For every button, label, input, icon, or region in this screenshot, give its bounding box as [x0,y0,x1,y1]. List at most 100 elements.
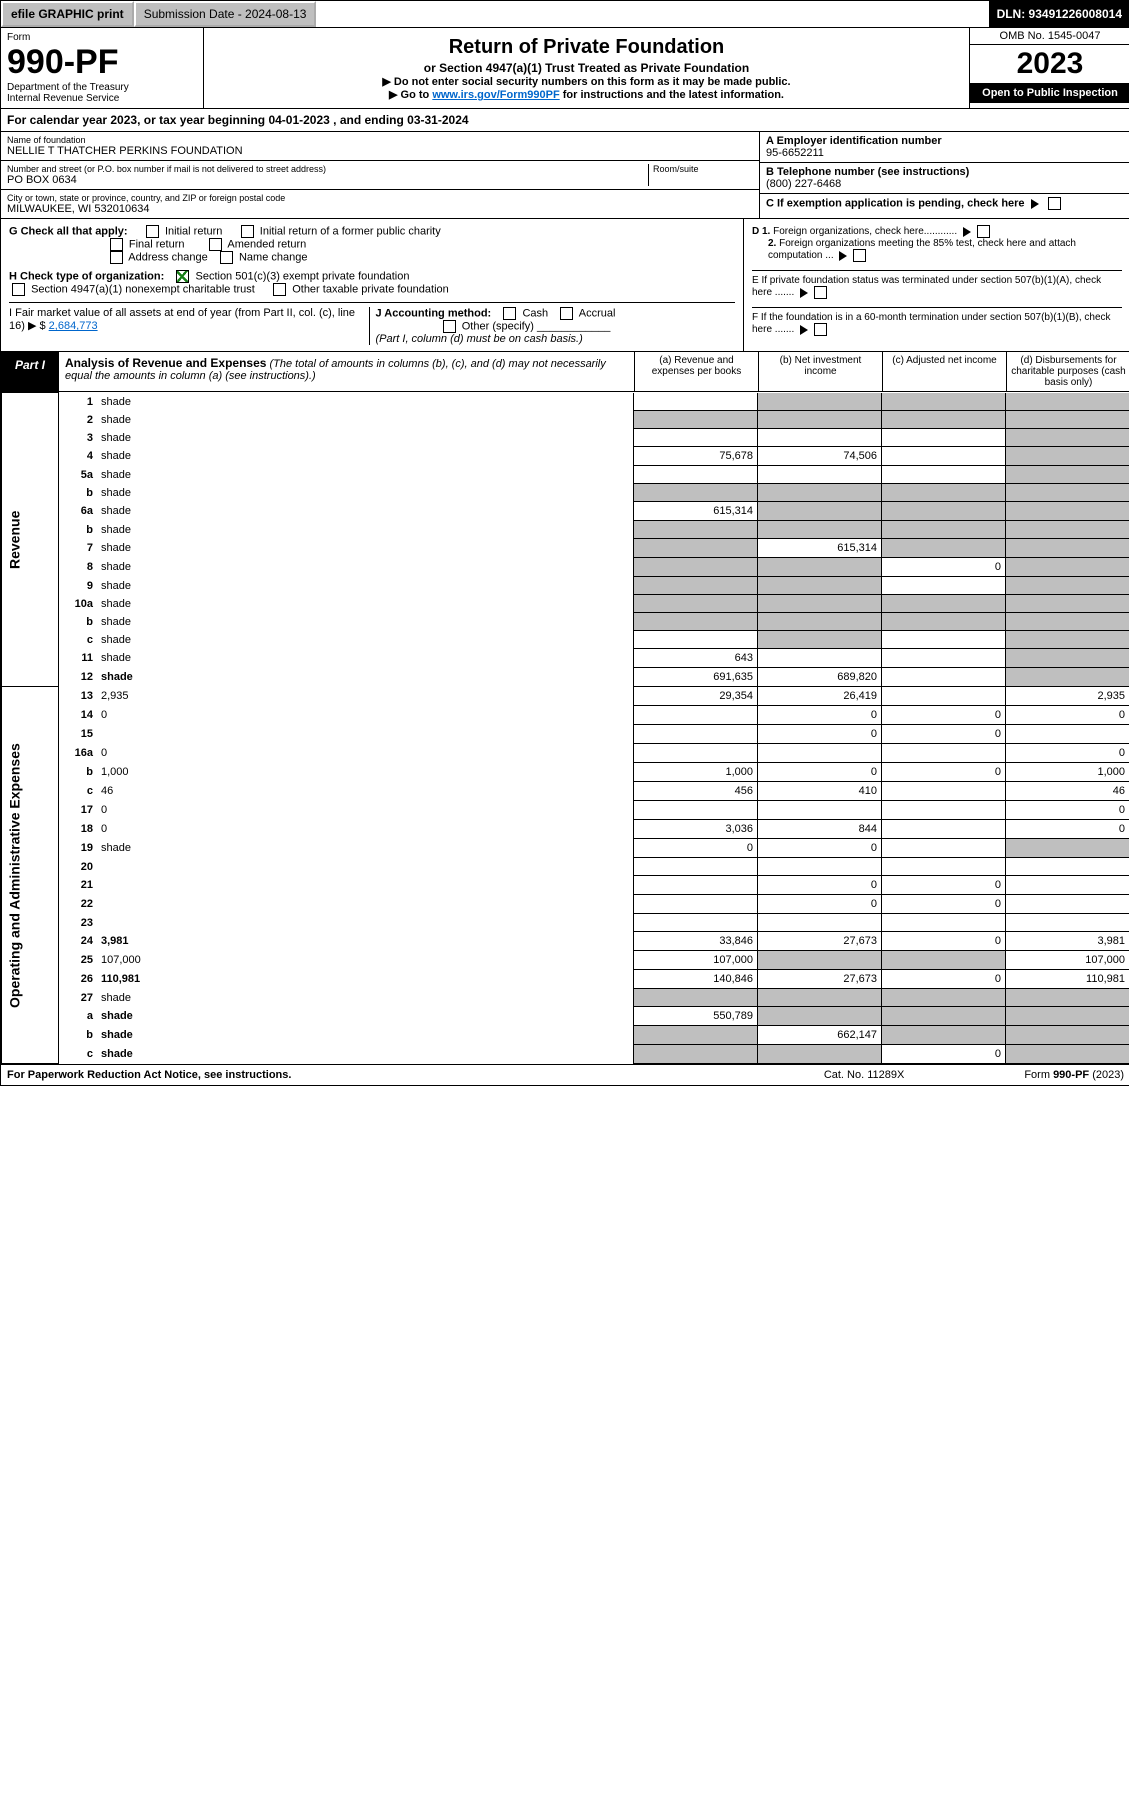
value-cell-b [758,595,882,613]
value-cell-b: 615,314 [758,539,882,558]
value-cell-c [882,393,1006,411]
value-cell-c: 0 [882,558,1006,577]
value-cell-a: 33,846 [634,932,758,951]
table-row: 9shade [2,577,1129,595]
table-row: bshade662,147 [2,1026,1129,1045]
table-row: bshade [2,521,1129,539]
value-cell-b: 0 [758,895,882,914]
c-checkbox[interactable] [1048,197,1061,210]
value-cell-c [882,502,1006,521]
value-cell-c [882,820,1006,839]
irs-link[interactable]: www.irs.gov/Form990PF [432,89,559,101]
table-row: 4shade75,67874,506 [2,447,1129,466]
value-cell-b: 27,673 [758,932,882,951]
line-number: c [59,1045,98,1064]
value-cell-c [882,1026,1006,1045]
value-cell-d [1006,1045,1129,1064]
form-title: Return of Private Foundation [210,36,963,59]
value-cell-d [1006,895,1129,914]
value-cell-a [634,429,758,447]
arrow-icon [1031,199,1039,209]
d1-checkbox[interactable] [977,225,990,238]
line-description: shade [97,1026,634,1045]
line-description: 110,981 [97,970,634,989]
j3-checkbox[interactable] [443,320,456,333]
line-number: 1 [59,393,98,411]
h3-checkbox[interactable] [273,283,286,296]
line-number: 6a [59,502,98,521]
value-cell-a [634,914,758,932]
efile-print-button[interactable]: efile GRAPHIC print [1,1,134,27]
part1-tag: Part I [1,352,59,391]
value-cell-b [758,649,882,668]
value-cell-b [758,466,882,484]
value-cell-d [1006,725,1129,744]
c-cell: C If exemption application is pending, c… [760,194,1129,213]
value-cell-a [634,539,758,558]
line-description [97,914,634,932]
value-cell-d [1006,411,1129,429]
value-cell-a [634,411,758,429]
d1-label: Foreign organizations, check here.......… [773,226,957,237]
line-description: shade [97,558,634,577]
d2-label: Foreign organizations meeting the 85% te… [768,238,1076,261]
line-number: 26 [59,970,98,989]
g6-checkbox[interactable] [220,251,233,264]
form-subtitle: or Section 4947(a)(1) Trust Treated as P… [210,61,963,75]
line-description: shade [97,839,634,858]
table-row: 26110,981140,84627,6730110,981 [2,970,1129,989]
value-cell-d [1006,839,1129,858]
h2-checkbox[interactable] [12,283,25,296]
line-description: shade [97,1007,634,1026]
form-id-block: Form 990-PF Department of the Treasury I… [1,28,204,108]
table-row: 6ashade615,314 [2,502,1129,521]
value-cell-b: 0 [758,725,882,744]
checks-section: G Check all that apply: Initial return I… [1,219,1129,352]
value-cell-d [1006,876,1129,895]
e-checkbox[interactable] [814,286,827,299]
value-cell-a: 1,000 [634,763,758,782]
value-cell-d [1006,521,1129,539]
footer-right: Form 990-PF (2023) [1024,1069,1124,1081]
i-value[interactable]: 2,684,773 [49,320,98,332]
line-description: shade [97,393,634,411]
part1-title: Analysis of Revenue and Expenses [65,356,266,370]
value-cell-a [634,706,758,725]
value-cell-d: 0 [1006,706,1129,725]
value-cell-b: 0 [758,763,882,782]
line-number: 18 [59,820,98,839]
h1-checkbox[interactable] [176,270,189,283]
value-cell-a [634,631,758,649]
line-number: b [59,484,98,502]
line-description: 0 [97,820,634,839]
city: MILWAUKEE, WI 532010634 [7,203,753,215]
j1-checkbox[interactable] [503,307,516,320]
g5-checkbox[interactable] [110,251,123,264]
e-row: E If private foundation status was termi… [752,270,1122,299]
g4-checkbox[interactable] [209,238,222,251]
j2-checkbox[interactable] [560,307,573,320]
f-checkbox[interactable] [814,323,827,336]
line-description: 2,935 [97,687,634,706]
footer-left: For Paperwork Reduction Act Notice, see … [7,1069,824,1081]
line-number: 4 [59,447,98,466]
value-cell-c [882,484,1006,502]
line-description [97,895,634,914]
line-number: 8 [59,558,98,577]
j-note: (Part I, column (d) must be on cash basi… [376,333,583,345]
line-number: a [59,1007,98,1026]
line-number: b [59,763,98,782]
value-cell-d: 46 [1006,782,1129,801]
address: PO BOX 0634 [7,174,648,186]
table-row: Revenue1shade [2,393,1129,411]
d2-checkbox[interactable] [853,249,866,262]
g3-checkbox[interactable] [110,238,123,251]
value-cell-b: 0 [758,706,882,725]
table-row: cshade [2,631,1129,649]
line-number: 20 [59,858,98,876]
g2-checkbox[interactable] [241,225,254,238]
note2-post: for instructions and the latest informat… [560,89,784,101]
value-cell-a: 140,846 [634,970,758,989]
g1-checkbox[interactable] [146,225,159,238]
value-cell-a: 29,354 [634,687,758,706]
